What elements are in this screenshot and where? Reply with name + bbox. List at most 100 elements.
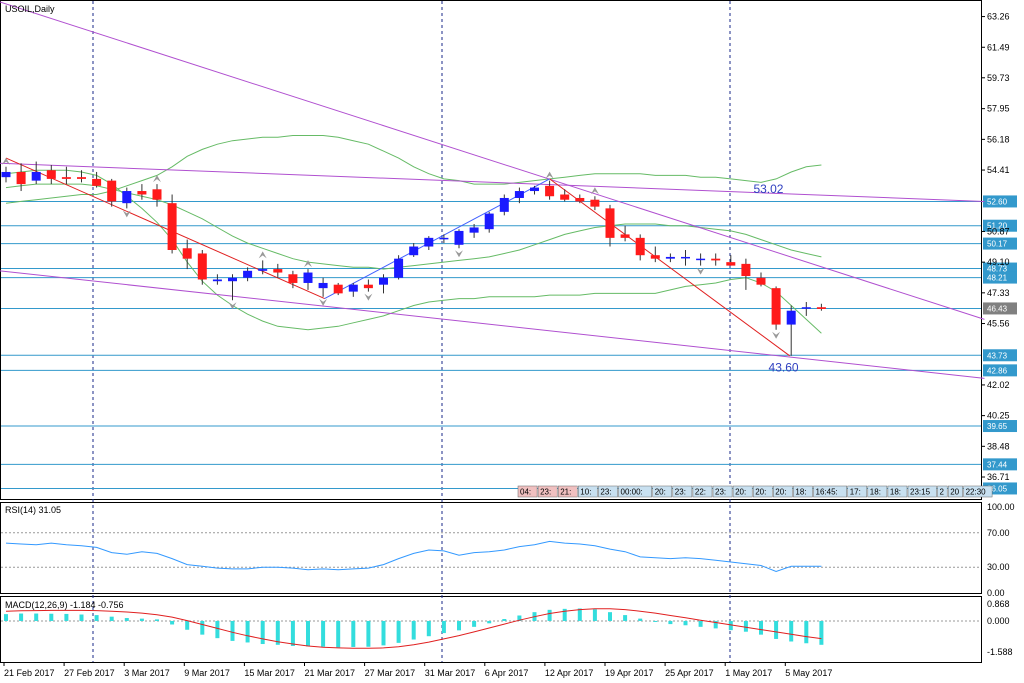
level-tag-7 xyxy=(983,364,1017,377)
macd-bar-48 xyxy=(728,620,733,631)
time-tag-6: 20: xyxy=(655,488,666,497)
time-tag-3: 10: xyxy=(580,488,591,497)
macd-bar-23 xyxy=(351,620,356,647)
macd-signal-line xyxy=(5,608,822,649)
time-tag-box-16 xyxy=(867,485,888,498)
candle-body-30 xyxy=(454,230,464,245)
price-tick-label-8: 47.33 xyxy=(987,288,1010,298)
macd-bar-39 xyxy=(592,609,597,621)
date-tick-label-4: 15 Mar 2017 xyxy=(244,668,295,678)
date-tick-label-12: 1 May 2017 xyxy=(725,668,772,678)
candle-body-4 xyxy=(61,177,71,179)
fractal-up-4 xyxy=(545,171,554,179)
macd-bar-25 xyxy=(381,620,386,646)
macd-bar-13 xyxy=(200,620,205,635)
macd-bar-17 xyxy=(260,620,265,645)
date-tick-label-1: 27 Feb 2017 xyxy=(64,668,115,678)
time-tag-box-10 xyxy=(732,485,753,498)
level-tag-label-0: 52.60 xyxy=(987,197,1008,206)
price-tick-label-3: 57.95 xyxy=(987,104,1010,114)
price-tick-label-4: 56.18 xyxy=(987,134,1010,144)
time-tag-20: 20 xyxy=(950,488,959,497)
macd-bar-5 xyxy=(79,614,84,621)
fractal-down-0 xyxy=(122,210,131,218)
level-tag-0 xyxy=(983,195,1017,208)
fractal-up-2 xyxy=(258,251,267,259)
candle-body-32 xyxy=(484,213,494,230)
macd-bar-42 xyxy=(638,618,643,621)
candle-body-20 xyxy=(303,272,313,283)
time-tag-8: 22: xyxy=(695,488,706,497)
level-tag-2 xyxy=(983,237,1017,250)
date-axis: 21 Feb 2017 27 Feb 2017 3 Mar 2017 9 Mar 20… xyxy=(3,662,832,678)
macd-bar-32 xyxy=(487,620,492,624)
level-tag-label-6: 43.73 xyxy=(987,351,1008,360)
macd-bar-28 xyxy=(426,620,431,637)
trendline-red-1 xyxy=(5,157,325,300)
macd-bar-6 xyxy=(94,615,99,621)
date-tick-label-7: 31 Mar 2017 xyxy=(425,668,476,678)
date-tick-label-6: 27 Mar 2017 xyxy=(365,668,416,678)
date-tick-label-13: 5 May 2017 xyxy=(785,668,832,678)
macd-bar-54 xyxy=(819,620,824,645)
candle-body-16 xyxy=(243,270,253,278)
level-tag-4 xyxy=(983,271,1017,284)
time-tag-box-2 xyxy=(557,485,578,498)
macd-bar-49 xyxy=(743,620,748,632)
macd-bar-20 xyxy=(306,620,310,647)
candle-body-1 xyxy=(16,171,26,185)
candle-body-19 xyxy=(288,274,298,283)
annotation-1: 43.60 xyxy=(769,360,799,374)
time-tag-box-3 xyxy=(578,485,598,498)
date-tick-label-5: 21 Mar 2017 xyxy=(305,668,356,678)
macd-bar-33 xyxy=(502,619,507,621)
price-axis: 63.26 61.49 59.73 57.95 56.18 54.41 50.87 49.10… xyxy=(981,12,1010,482)
trendline-red-2 xyxy=(549,178,790,357)
time-tag-box-6 xyxy=(652,485,673,498)
candle-body-46 xyxy=(696,258,706,261)
macd-bar-43 xyxy=(653,620,658,622)
fractal-arrows xyxy=(2,157,781,339)
time-tag-box-11 xyxy=(752,485,773,498)
macd-bar-11 xyxy=(170,620,175,625)
annotations: 53.02 43.60 xyxy=(753,182,798,375)
candle-body-10 xyxy=(152,189,162,200)
time-tag-18: 23:15 xyxy=(910,488,931,497)
trendline-upper-purple xyxy=(0,1,985,320)
fractal-down-6 xyxy=(772,331,781,339)
fractal-up-1 xyxy=(153,175,161,183)
price-tick-label-6: 50.87 xyxy=(987,226,1010,236)
macd-bar-44 xyxy=(668,620,673,625)
rsi-line xyxy=(5,540,822,573)
candle-body-36 xyxy=(545,185,555,197)
trendline-lower-purple xyxy=(0,270,985,379)
time-tag-box-13 xyxy=(793,485,813,498)
candle-body-49 xyxy=(741,263,751,277)
fractal-up-0 xyxy=(2,157,10,165)
macd-bar-26 xyxy=(396,620,401,643)
time-tag-box-20 xyxy=(947,485,963,498)
rsi-tick-2: 30.00 xyxy=(987,562,1010,572)
level-tag-label-5: 46.43 xyxy=(987,304,1008,313)
date-tick-label-10: 19 Apr 2017 xyxy=(605,668,654,678)
fractal-down-3 xyxy=(364,293,373,301)
macd-bar-2 xyxy=(34,613,39,621)
time-tag-box-5 xyxy=(618,485,652,498)
main-panel-frame xyxy=(0,0,982,500)
candle-body-23 xyxy=(348,284,358,292)
time-tag-box-19 xyxy=(937,485,948,498)
macd-bar-10 xyxy=(155,619,159,621)
macd-label: MACD(12,26,9) -1.184 -0.756 xyxy=(5,600,124,610)
level-tag-6 xyxy=(983,349,1017,362)
price-tick-label-2: 59.73 xyxy=(987,73,1010,83)
level-tag-1 xyxy=(983,219,1017,232)
time-tag-box-18 xyxy=(907,485,937,498)
candle-body-17 xyxy=(258,269,268,271)
candle-body-50 xyxy=(756,277,766,285)
macd-panel-frame xyxy=(0,596,982,663)
price-tick-label-11: 40.25 xyxy=(987,411,1010,421)
time-tag-14: 16:45: xyxy=(816,488,838,497)
candle-body-6 xyxy=(92,178,102,186)
macd-bar-36 xyxy=(547,609,552,621)
